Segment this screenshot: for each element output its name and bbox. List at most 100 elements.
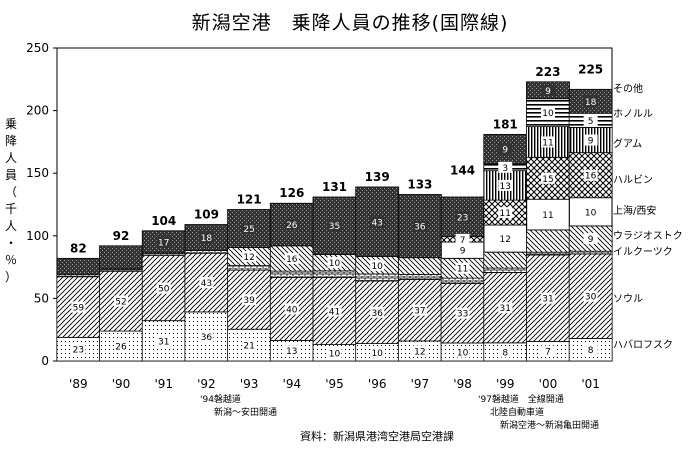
data-label-bg bbox=[370, 346, 385, 358]
bar-total-label: 139 bbox=[365, 170, 390, 184]
y-tick-label: 200 bbox=[26, 104, 49, 118]
x-tick-label: '96 bbox=[368, 377, 387, 391]
legend-label: イルクーツク bbox=[613, 246, 673, 258]
annotation-1997-line-3: 新潟空港～新潟亀田開通 bbox=[500, 421, 600, 431]
bar-total-label: 109 bbox=[194, 208, 219, 222]
legend-label: 上海/西安 bbox=[613, 204, 656, 217]
data-label: 5 bbox=[588, 117, 594, 127]
bar-segment bbox=[56, 257, 101, 276]
legend-label: ウラジオストク bbox=[613, 230, 683, 242]
data-label-bg bbox=[242, 251, 257, 263]
data-label: 11 bbox=[457, 265, 468, 275]
y-axis-title-char: ・ bbox=[4, 236, 17, 250]
chart-title: 新潟空港 乗降人員の推移(国際線) bbox=[191, 12, 509, 34]
bar-total-label: 131 bbox=[322, 180, 347, 194]
data-label: 16 bbox=[585, 172, 597, 182]
data-label: 23 bbox=[457, 213, 468, 223]
y-tick-label: 100 bbox=[26, 229, 49, 243]
annotation-1994: '94磐越道 新潟～安田開通 bbox=[200, 394, 277, 420]
data-label-bg bbox=[540, 172, 555, 184]
data-label-bg bbox=[583, 169, 598, 181]
data-label: 31 bbox=[158, 337, 169, 347]
data-label-bg bbox=[583, 114, 598, 126]
data-label: 11 bbox=[500, 209, 511, 219]
data-label-bg bbox=[284, 303, 299, 315]
data-label-bg bbox=[455, 244, 470, 256]
data-label: 10 bbox=[329, 349, 341, 359]
data-label-bg bbox=[540, 292, 555, 304]
bar-segment bbox=[355, 273, 400, 282]
data-label-bg bbox=[199, 330, 214, 342]
data-label: 43 bbox=[371, 218, 382, 228]
y-tick-label: 250 bbox=[26, 41, 49, 55]
data-label-bg bbox=[498, 143, 513, 155]
bar-segment bbox=[269, 270, 314, 278]
legend-label: その他 bbox=[613, 82, 643, 95]
x-tick-label: '00 bbox=[539, 377, 558, 391]
data-label-bg bbox=[498, 161, 513, 173]
data-label: 52 bbox=[115, 298, 126, 308]
data-label-bg bbox=[370, 216, 385, 228]
data-label: 40 bbox=[286, 305, 298, 315]
x-tick-label: '93 bbox=[240, 377, 259, 391]
y-axis-title-char: 千 bbox=[4, 202, 17, 216]
data-label-bg bbox=[156, 335, 171, 347]
data-label: 23 bbox=[73, 346, 84, 356]
data-label: 9 bbox=[588, 137, 594, 147]
bar-total-label: 126 bbox=[279, 186, 304, 200]
x-tick-label: '90 bbox=[112, 377, 131, 391]
data-label: 7 bbox=[545, 348, 551, 358]
y-axis-title-char: 員 bbox=[4, 168, 17, 182]
data-label-bg bbox=[284, 345, 299, 357]
data-label: 3 bbox=[502, 164, 508, 174]
data-label-bg bbox=[327, 347, 342, 359]
data-label: 15 bbox=[542, 175, 553, 185]
data-label-bg bbox=[540, 345, 555, 357]
data-label: 26 bbox=[115, 343, 127, 353]
data-label: 11 bbox=[542, 211, 553, 221]
data-label-bg bbox=[412, 345, 427, 357]
bar-segment bbox=[526, 251, 570, 256]
x-tick-label: '01 bbox=[581, 377, 600, 391]
legend-label: ホノルル bbox=[613, 108, 653, 120]
data-label-bg bbox=[327, 305, 342, 317]
data-label-bg bbox=[327, 220, 342, 232]
data-label-bg bbox=[498, 207, 513, 219]
data-label: 12 bbox=[243, 253, 254, 263]
data-label: 21 bbox=[243, 342, 254, 352]
annotation-1997-line-2: 北陸自動車道 bbox=[490, 408, 545, 418]
bar-segment bbox=[312, 270, 357, 278]
data-label: 35 bbox=[329, 222, 340, 232]
y-axis-title-char: 乗 bbox=[4, 117, 17, 131]
data-label: 31 bbox=[542, 295, 553, 305]
data-label: 18 bbox=[201, 234, 213, 244]
data-label: 13 bbox=[286, 347, 297, 357]
bar-segment bbox=[526, 229, 570, 253]
bar-total-label: 82 bbox=[70, 241, 87, 255]
data-label-bg bbox=[412, 304, 427, 316]
data-label-bg bbox=[71, 301, 86, 313]
bar-total-label: 133 bbox=[407, 177, 432, 191]
x-tick-label: '97 bbox=[411, 377, 430, 391]
data-label: 17 bbox=[158, 238, 169, 248]
data-label-bg bbox=[199, 231, 214, 243]
data-label: 26 bbox=[286, 221, 298, 231]
legend-label: グアム bbox=[613, 137, 642, 150]
bar-total-label: 92 bbox=[113, 229, 130, 243]
y-tick-label: 0 bbox=[41, 354, 49, 368]
data-label-bg bbox=[284, 252, 299, 264]
bar-segment bbox=[440, 196, 485, 238]
legend-label: ソウル bbox=[613, 293, 643, 305]
data-label: 37 bbox=[414, 307, 425, 317]
data-label: 10 bbox=[329, 259, 341, 269]
data-label: 9 bbox=[545, 87, 551, 97]
data-label-bg bbox=[156, 236, 171, 248]
annotation-1997: '97磐越道 全線開通 北陸自動車道 新潟空港～新潟亀田開通 bbox=[478, 394, 599, 433]
y-axis-title-char: ） bbox=[4, 270, 17, 284]
x-tick-label: '99 bbox=[496, 377, 515, 391]
data-label-bg bbox=[455, 262, 470, 274]
data-label: 36 bbox=[371, 309, 383, 319]
data-label: 9 bbox=[502, 146, 508, 156]
data-label: 12 bbox=[500, 235, 511, 245]
